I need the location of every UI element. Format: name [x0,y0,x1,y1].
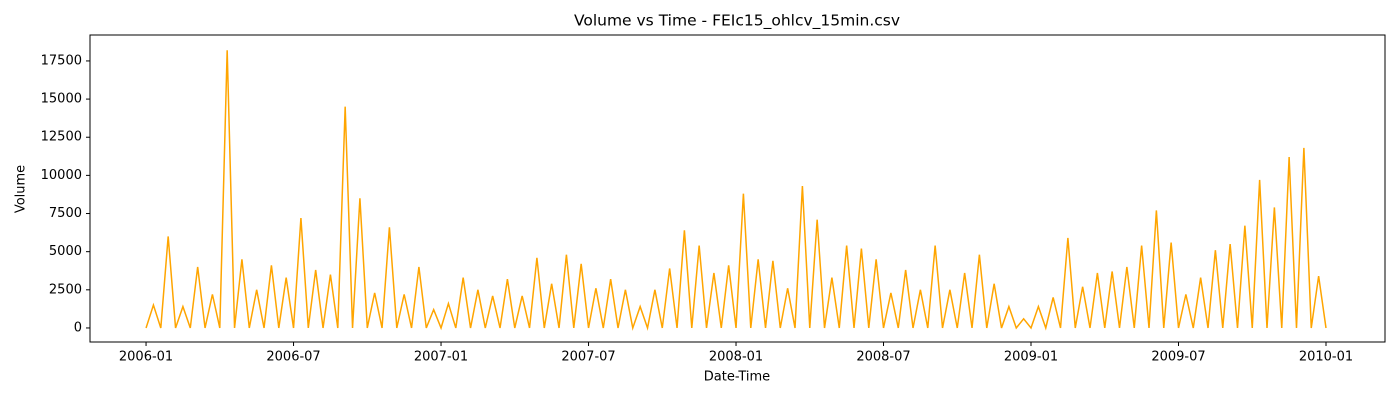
y-tick-label: 17500 [41,53,82,68]
x-tick-label: 2010-01 [1299,350,1353,365]
y-tick-label: 5000 [49,244,82,259]
x-tick-label: 2007-07 [561,350,615,365]
y-tick-label: 15000 [41,92,82,107]
x-tick-label: 2007-01 [414,350,468,365]
y-tick-label: 10000 [41,168,82,183]
y-tick-label: 2500 [49,282,82,297]
x-tick-label: 2009-07 [1151,350,1205,365]
y-tick-label: 0 [74,320,82,335]
volume-line [145,50,1327,331]
x-axis-label: Date-Time [704,370,770,385]
x-tick-label: 2009-01 [1004,350,1058,365]
x-tick-label: 2008-07 [856,350,910,365]
y-axis-label: Volume [14,165,29,213]
x-tick-label: 2006-01 [119,350,173,365]
y-tick-label: 12500 [41,130,82,145]
y-tick-label: 7500 [49,206,82,221]
x-tick-label: 2008-01 [709,350,763,365]
x-tick-label: 2006-07 [266,350,320,365]
chart-title: Volume vs Time - FEIc15_ohlcv_15min.csv [574,12,900,31]
plot-frame [89,34,1386,343]
